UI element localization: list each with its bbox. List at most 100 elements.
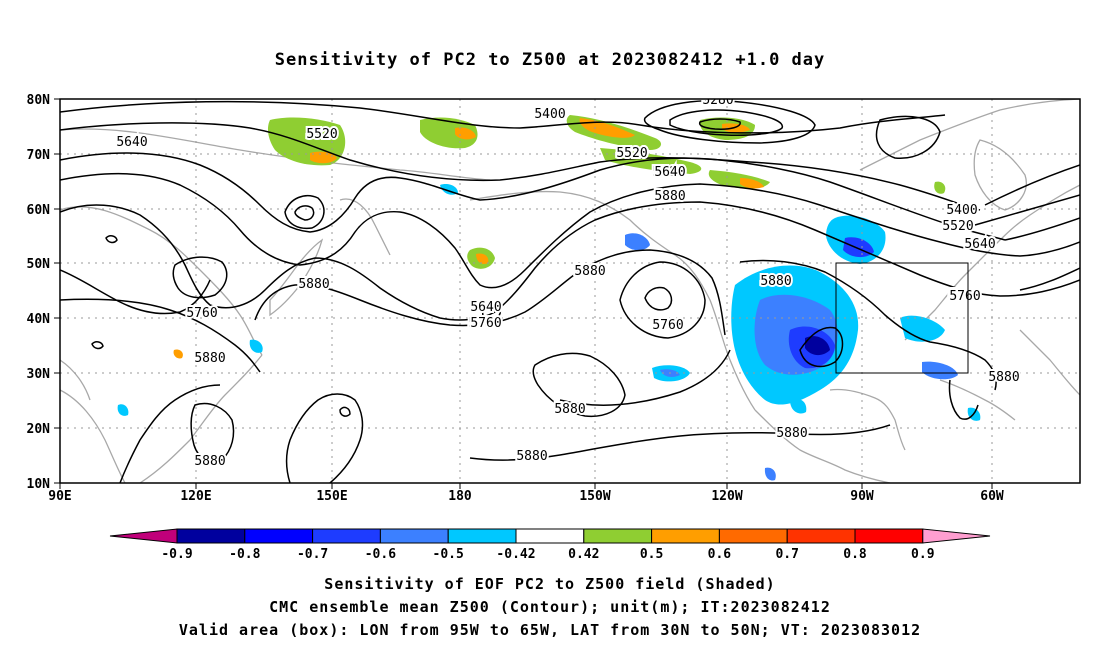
colorbar-segment bbox=[244, 528, 314, 544]
contour-label: 5880 bbox=[516, 449, 547, 464]
contour-5880-k bbox=[285, 393, 364, 483]
lon-label-180: 180 bbox=[448, 489, 472, 504]
contour-5880-b bbox=[254, 249, 726, 336]
china-coastline bbox=[139, 354, 263, 483]
hudson-bay bbox=[973, 139, 1027, 211]
contour-5880-l bbox=[119, 384, 221, 483]
indochina-coastline bbox=[60, 389, 126, 483]
caption-contour: CMC ensemble mean Z500 (Contour); unit(m… bbox=[269, 598, 831, 616]
colorbar-tick-label: 0.42 bbox=[568, 547, 599, 562]
contour-5880-e bbox=[469, 424, 891, 461]
colorbar-tick-label: 0.6 bbox=[708, 547, 732, 562]
gulf-coastline bbox=[829, 388, 906, 451]
contour-5280-mid bbox=[669, 109, 784, 136]
contour-5400-south bbox=[60, 122, 981, 211]
lat-label-30n: 30N bbox=[27, 367, 51, 382]
positive-patch-9 bbox=[173, 349, 183, 359]
contour-5520 bbox=[60, 152, 1006, 241]
contour-label: 5520 bbox=[616, 146, 647, 161]
lat-label-70n: 70N bbox=[27, 148, 51, 163]
contour-5880-d bbox=[559, 349, 731, 407]
colorbar-segment bbox=[515, 528, 585, 544]
positive-core-2 bbox=[455, 127, 476, 140]
kamchatka-coastline bbox=[339, 198, 391, 256]
contour-label: 5880 bbox=[554, 402, 585, 417]
caption-shaded: Sensitivity of EOF PC2 to Z500 field (Sh… bbox=[324, 575, 776, 593]
contour-label: 5400 bbox=[946, 203, 977, 218]
contour-5640-east bbox=[1004, 217, 1080, 241]
canada-arctic-coastline bbox=[859, 99, 1080, 171]
contour-label: 5760 bbox=[948, 288, 979, 303]
negative-patch-7 bbox=[922, 361, 958, 380]
coastlines bbox=[60, 99, 1080, 483]
lat-label-50n: 50N bbox=[27, 257, 51, 272]
colorbar-tick-label: -0.9 bbox=[161, 547, 192, 562]
colorbar-tick-label: -0.5 bbox=[433, 547, 464, 562]
negative-core-5c bbox=[805, 336, 830, 356]
colorbar-segment bbox=[718, 528, 788, 544]
contour-5400-north bbox=[60, 100, 946, 134]
colorbar-tick-label: 0.7 bbox=[775, 547, 798, 562]
caption-valid-area: Valid area (box): LON from 95W to 65W, L… bbox=[178, 621, 922, 639]
positive-core-4 bbox=[722, 123, 750, 133]
colorbar-segment bbox=[786, 528, 856, 544]
contour-label: 5760 bbox=[652, 318, 683, 333]
contour-5880-g bbox=[799, 326, 844, 368]
contour-5760-west bbox=[60, 269, 211, 315]
sensitivity-shading bbox=[117, 115, 981, 481]
contour-5760-low bbox=[619, 261, 706, 339]
colorbar-tick-label: -0.6 bbox=[365, 547, 396, 562]
contour-5760-main bbox=[60, 201, 1080, 321]
lon-label-120e: 120E bbox=[180, 489, 211, 504]
contour-label: 5640 bbox=[964, 237, 995, 252]
contour-label: 5760 bbox=[186, 306, 217, 321]
contour-5760-east bbox=[1019, 267, 1080, 291]
contour-5520-east bbox=[974, 194, 1080, 226]
positive-patch-5 bbox=[600, 148, 702, 174]
colorbar-low-triangle bbox=[109, 528, 178, 544]
contour-label: 5880 bbox=[574, 264, 605, 279]
latitude-labels: 80N 70N 60N 50N 40N 30N 20N 10N bbox=[27, 93, 51, 492]
contour-labels: 5280540055205520564057605880564057605760… bbox=[114, 93, 1021, 471]
longitude-labels: 90E 120E 150E 180 150W 120W 90W 60W bbox=[48, 489, 1004, 504]
contour-low-core bbox=[644, 286, 673, 311]
contour-label: 5880 bbox=[760, 274, 791, 289]
positive-core-7 bbox=[476, 253, 489, 264]
contour-5640 bbox=[60, 172, 1080, 289]
colorbar-tick-label: -0.7 bbox=[297, 547, 328, 562]
lon-label-60w: 60W bbox=[980, 489, 1004, 504]
contour-label: 5640 bbox=[116, 135, 147, 150]
mexico-coastline bbox=[754, 409, 891, 483]
colorbar-segment bbox=[651, 528, 720, 544]
contour-5400-east bbox=[875, 115, 941, 159]
colorbar-segment bbox=[312, 528, 381, 544]
colorbar-segment bbox=[447, 528, 517, 544]
lon-label-150e: 150E bbox=[316, 489, 347, 504]
colorbar-segment bbox=[854, 528, 924, 544]
positive-patch-2 bbox=[420, 117, 478, 149]
contour-label: 5400 bbox=[534, 107, 565, 122]
contour-label: 5760 bbox=[652, 165, 683, 180]
asia-coastline bbox=[60, 206, 263, 356]
contour-tiny-2 bbox=[91, 341, 104, 350]
contour-label: 5880 bbox=[194, 454, 225, 469]
negative-patch-10 bbox=[249, 339, 263, 353]
lat-label-10n: 10N bbox=[27, 477, 51, 492]
negative-patch-2 bbox=[625, 233, 650, 251]
colorbar-segment bbox=[176, 528, 246, 544]
contour-5880-i bbox=[172, 256, 228, 299]
valid-area-box bbox=[835, 262, 969, 374]
negative-patch-9 bbox=[117, 404, 129, 416]
contour-label: 5880 bbox=[988, 370, 1019, 385]
positive-patch-8 bbox=[934, 181, 946, 194]
colorbar-tick-label: 0.5 bbox=[640, 547, 663, 562]
contour-label: 5280 bbox=[702, 93, 733, 108]
colorbar-tick-label: 0.8 bbox=[843, 547, 867, 562]
contour-inner-ring bbox=[294, 205, 315, 221]
lon-label-90w: 90W bbox=[850, 489, 874, 504]
colorbar-segment bbox=[583, 528, 653, 544]
colorbar-high-triangle bbox=[922, 528, 991, 544]
colorbar-tick-label: 0.9 bbox=[911, 547, 934, 562]
contour-small-ring bbox=[482, 303, 502, 322]
